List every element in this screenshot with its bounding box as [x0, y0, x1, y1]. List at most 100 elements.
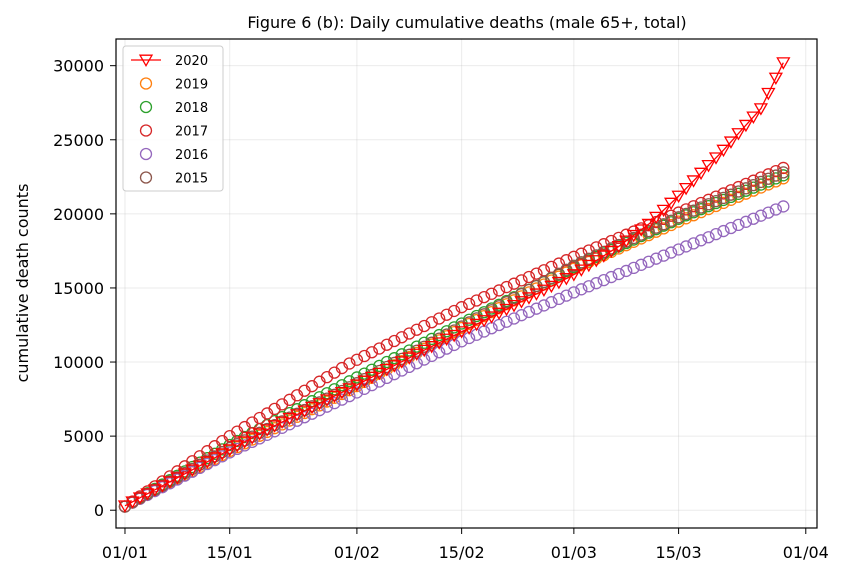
data-point-2020: [319, 394, 335, 407]
data-point-2020: [379, 363, 394, 377]
data-point-2016: [657, 249, 670, 262]
legend-label-2017: 2017: [175, 125, 208, 140]
data-point-2020: [245, 432, 260, 445]
data-point-2015: [664, 214, 678, 227]
data-point-2019: [717, 196, 730, 210]
data-point-2019: [260, 425, 274, 439]
data-point-2020: [551, 276, 567, 290]
data-point-2016: [732, 218, 745, 232]
data-point-2015: [687, 204, 700, 217]
data-point-2016: [709, 227, 723, 241]
data-point-2018: [433, 328, 446, 342]
data-point-2020: [447, 329, 462, 343]
data-point-2016: [395, 364, 408, 377]
x-tick-label: 15/02: [439, 543, 485, 562]
data-point-2016: [440, 342, 453, 355]
data-point-2016: [433, 346, 446, 359]
data-point-2020: [394, 356, 409, 369]
data-point-2019: [732, 190, 745, 203]
data-point-2016: [575, 283, 588, 296]
data-point-2016: [664, 246, 678, 259]
data-point-2017: [380, 338, 393, 351]
y-tick-label: 30000: [53, 57, 104, 76]
data-point-2020: [200, 456, 215, 469]
data-point-2020: [237, 436, 252, 449]
data-point-2015: [717, 191, 730, 205]
data-point-2018: [777, 169, 790, 182]
data-point-2017: [365, 346, 379, 359]
data-point-2020: [334, 386, 350, 400]
axis-layer: 01/01 15/01 01/02 15/02 01/03 15/03 01/04 0 5000…: [53, 57, 829, 562]
data-point-2016: [679, 240, 693, 253]
data-point-2018: [335, 379, 349, 392]
data-point-2015: [492, 300, 506, 313]
data-point-2015: [754, 175, 768, 189]
data-point-2017: [410, 323, 423, 336]
legend-marker-2019: [139, 77, 153, 90]
data-point-2015: [612, 238, 625, 252]
data-point-2018: [380, 355, 393, 369]
data-point-2016: [582, 280, 595, 293]
data-point-2020: [304, 401, 320, 415]
data-point-2016: [777, 200, 790, 213]
data-point-2020: [634, 224, 649, 237]
data-point-2020: [514, 296, 529, 309]
data-point-2015: [575, 256, 588, 269]
data-point-2016: [702, 231, 715, 244]
data-point-2020: [454, 326, 469, 339]
data-point-2016: [253, 432, 266, 445]
data-point-2016: [522, 305, 536, 319]
data-point-2020: [170, 472, 185, 485]
data-point-2020: [619, 235, 634, 248]
data-point-2020: [117, 500, 133, 513]
data-point-2017: [418, 319, 431, 333]
data-point-2016: [650, 252, 663, 265]
data-point-2018: [403, 344, 416, 357]
series-line-2020: [124, 62, 784, 507]
data-point-2020: [260, 424, 275, 437]
data-point-2017: [343, 357, 356, 370]
data-point-2020: [402, 352, 417, 365]
data-point-2016: [612, 267, 625, 281]
data-point-2020: [215, 448, 230, 461]
data-point-2017: [433, 312, 446, 325]
data-point-2015: [522, 283, 536, 297]
data-point-2020: [559, 273, 574, 286]
data-point-2019: [305, 403, 319, 416]
data-point-2017: [739, 177, 753, 191]
data-point-2018: [769, 172, 783, 185]
data-point-2020: [491, 307, 507, 321]
data-point-2020: [424, 341, 439, 354]
data-point-2020: [574, 264, 589, 277]
y-tick-label: 15000: [53, 279, 104, 298]
data-point-2015: [485, 304, 498, 317]
data-point-2019: [747, 184, 760, 197]
data-point-2020: [544, 280, 559, 294]
data-point-2015: [777, 166, 790, 179]
data-point-2016: [724, 221, 738, 235]
data-point-2020: [349, 379, 365, 392]
data-point-2016: [687, 237, 700, 250]
series-layer: [117, 57, 791, 513]
data-point-2018: [418, 336, 431, 349]
data-point-2018: [395, 348, 408, 361]
data-point-2017: [350, 353, 364, 366]
data-point-2020: [297, 405, 312, 418]
data-point-2019: [313, 399, 326, 412]
data-point-2018: [373, 359, 386, 373]
data-point-2016: [515, 309, 528, 322]
legend-label-2015: 2015: [175, 172, 208, 187]
data-point-2020: [708, 152, 724, 165]
data-point-2016: [762, 206, 775, 219]
data-point-2017: [769, 164, 783, 178]
y-tick-label: 10000: [53, 353, 104, 372]
data-point-2019: [754, 181, 768, 194]
data-point-2017: [395, 331, 408, 344]
data-point-2016: [642, 255, 655, 268]
data-point-2020: [499, 303, 514, 317]
data-point-2019: [724, 193, 738, 206]
data-point-2017: [425, 316, 438, 329]
data-point-2017: [762, 168, 775, 181]
